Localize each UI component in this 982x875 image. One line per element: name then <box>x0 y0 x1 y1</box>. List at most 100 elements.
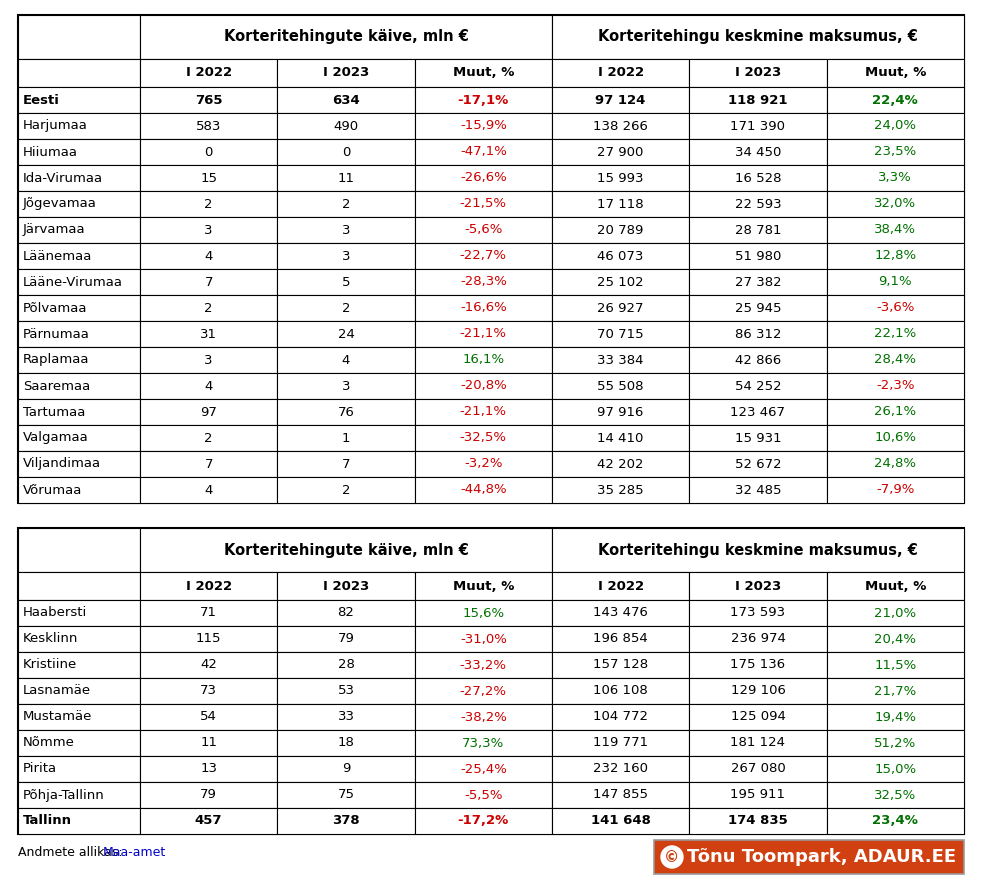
Bar <box>552 600 689 626</box>
Text: 4: 4 <box>204 484 213 496</box>
Bar <box>414 756 552 782</box>
Bar <box>414 626 552 652</box>
Bar <box>140 347 277 373</box>
Bar <box>18 165 140 191</box>
Bar <box>552 678 689 704</box>
Bar <box>277 87 414 113</box>
Bar <box>414 87 552 113</box>
Bar <box>140 425 277 451</box>
Text: 26 927: 26 927 <box>597 302 644 314</box>
Text: 70 715: 70 715 <box>597 327 644 340</box>
Text: 11: 11 <box>338 172 355 185</box>
Bar <box>18 528 140 572</box>
Text: Saaremaa: Saaremaa <box>23 380 90 393</box>
Bar <box>140 269 277 295</box>
Text: 175 136: 175 136 <box>731 659 786 671</box>
Text: 147 855: 147 855 <box>593 788 648 802</box>
Bar <box>827 572 964 600</box>
Bar <box>552 528 964 572</box>
Bar <box>277 165 414 191</box>
Text: 129 106: 129 106 <box>731 684 786 697</box>
Text: 765: 765 <box>194 94 222 107</box>
Text: 54: 54 <box>200 710 217 724</box>
Text: Tallinn: Tallinn <box>23 815 72 828</box>
Text: 3,3%: 3,3% <box>879 172 912 185</box>
Bar <box>414 217 552 243</box>
Bar <box>140 626 277 652</box>
Bar <box>414 704 552 730</box>
Bar <box>277 59 414 87</box>
Text: 14 410: 14 410 <box>597 431 644 444</box>
Text: 5: 5 <box>342 276 351 289</box>
Text: 73: 73 <box>200 684 217 697</box>
Bar <box>140 295 277 321</box>
Text: 15,6%: 15,6% <box>463 606 505 620</box>
Text: 7: 7 <box>204 458 213 471</box>
Bar <box>277 730 414 756</box>
Text: I 2022: I 2022 <box>598 579 644 592</box>
Bar <box>827 600 964 626</box>
Bar <box>552 15 964 59</box>
Bar <box>689 451 827 477</box>
Text: 71: 71 <box>200 606 217 620</box>
Bar <box>414 399 552 425</box>
Bar <box>414 373 552 399</box>
Text: 3: 3 <box>342 249 351 262</box>
Bar <box>552 243 689 269</box>
Bar <box>689 295 827 321</box>
Bar <box>277 139 414 165</box>
Bar <box>277 451 414 477</box>
Bar <box>277 626 414 652</box>
Text: 15: 15 <box>200 172 217 185</box>
Text: -20,8%: -20,8% <box>460 380 507 393</box>
Text: 106 108: 106 108 <box>593 684 648 697</box>
Bar <box>689 600 827 626</box>
Text: I 2023: I 2023 <box>323 66 369 80</box>
Bar <box>827 652 964 678</box>
Text: 15,0%: 15,0% <box>874 762 916 775</box>
Text: 0: 0 <box>342 145 351 158</box>
Text: 97: 97 <box>200 405 217 418</box>
Bar <box>689 678 827 704</box>
Text: 54 252: 54 252 <box>735 380 782 393</box>
Bar <box>552 652 689 678</box>
Text: -33,2%: -33,2% <box>460 659 507 671</box>
Bar <box>689 113 827 139</box>
Text: -25,4%: -25,4% <box>460 762 507 775</box>
Text: 97 916: 97 916 <box>597 405 644 418</box>
Bar <box>689 756 827 782</box>
Text: Ida-Virumaa: Ida-Virumaa <box>23 172 103 185</box>
Text: Harjumaa: Harjumaa <box>23 120 87 132</box>
Text: 2: 2 <box>204 198 213 211</box>
Bar <box>414 782 552 808</box>
Circle shape <box>661 846 683 868</box>
Text: 28 781: 28 781 <box>735 223 782 236</box>
Text: 79: 79 <box>338 633 355 646</box>
Text: 51 980: 51 980 <box>735 249 782 262</box>
Text: 583: 583 <box>196 120 221 132</box>
Text: Korteritehingute käive, mln €: Korteritehingute käive, mln € <box>224 542 468 557</box>
Text: 138 266: 138 266 <box>593 120 648 132</box>
Text: Läänemaa: Läänemaa <box>23 249 92 262</box>
Bar <box>827 217 964 243</box>
Bar <box>827 626 964 652</box>
Bar <box>18 600 140 626</box>
Bar <box>140 572 277 600</box>
Bar <box>18 704 140 730</box>
Bar <box>140 678 277 704</box>
Bar <box>18 15 140 59</box>
Bar <box>827 399 964 425</box>
Text: 123 467: 123 467 <box>731 405 786 418</box>
Bar <box>552 704 689 730</box>
Text: 28: 28 <box>338 659 355 671</box>
Bar <box>18 730 140 756</box>
Text: Raplamaa: Raplamaa <box>23 354 89 367</box>
Text: -21,5%: -21,5% <box>460 198 507 211</box>
Bar <box>18 321 140 347</box>
Text: I 2023: I 2023 <box>735 66 781 80</box>
Bar <box>140 477 277 503</box>
Text: 2: 2 <box>342 302 351 314</box>
Text: 4: 4 <box>342 354 351 367</box>
Bar <box>689 191 827 217</box>
Text: Põlvamaa: Põlvamaa <box>23 302 87 314</box>
